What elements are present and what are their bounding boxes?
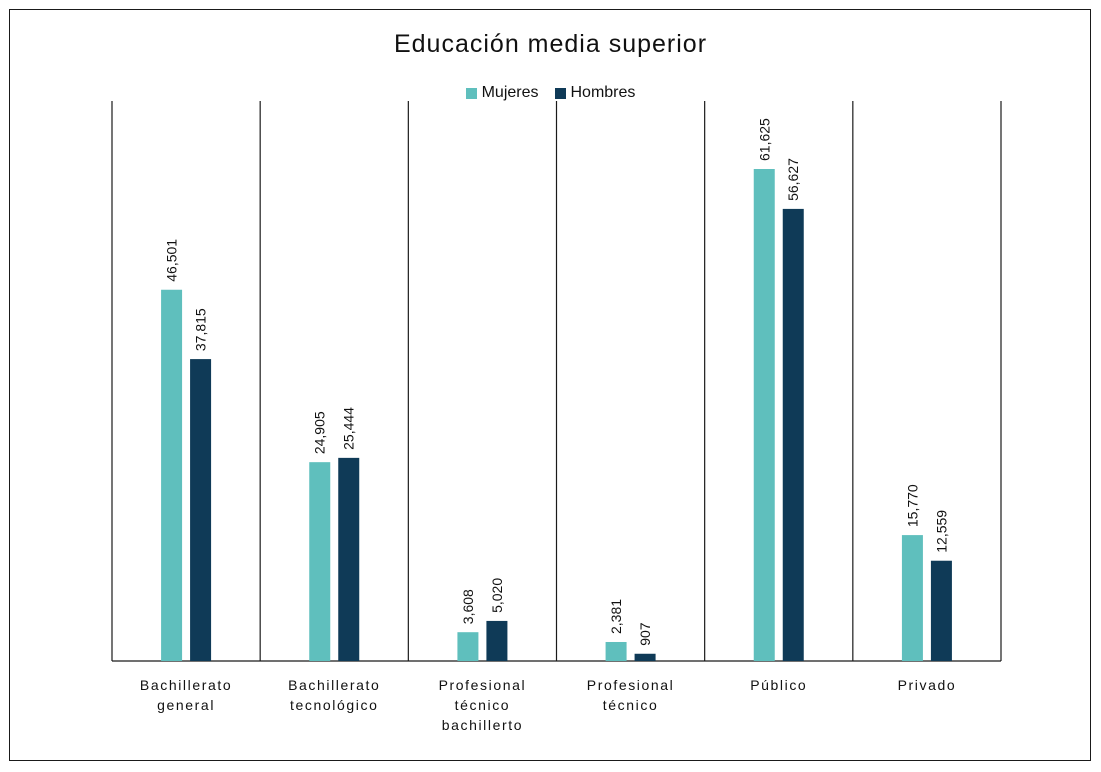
- bar-hombres-5: [930, 560, 952, 661]
- bar-hombres-0: [190, 359, 212, 661]
- legend-item-hombres: Hombres: [554, 84, 636, 102]
- data-label-hombres-3: 907: [637, 622, 653, 646]
- data-label-hombres-5: 12,559: [933, 510, 949, 553]
- legend-label-hombres: Hombres: [570, 84, 636, 101]
- bar-hombres-1: [338, 457, 360, 661]
- bar-hombres-3: [634, 653, 656, 661]
- bar-mujeres-1: [309, 462, 331, 661]
- x-tick-label-2-line-2: bachillerto: [442, 717, 523, 733]
- legend-item-mujeres: Mujeres: [465, 84, 539, 102]
- x-tick-label-5-line-0: Privado: [898, 677, 957, 693]
- data-label-hombres-1: 25,444: [341, 407, 357, 450]
- legend-swatch-mujeres: [465, 87, 477, 99]
- data-label-mujeres-2: 3,608: [460, 589, 476, 624]
- data-label-mujeres-3: 2,381: [608, 599, 624, 634]
- chart-title: Educación media superior: [393, 30, 708, 58]
- data-label-mujeres-5: 15,770: [904, 484, 920, 527]
- data-label-mujeres-4: 61,625: [756, 118, 772, 161]
- data-label-mujeres-0: 46,501: [164, 239, 180, 282]
- data-label-hombres-0: 37,815: [193, 308, 209, 351]
- data-label-hombres-4: 56,627: [785, 158, 801, 201]
- data-label-mujeres-1: 24,905: [312, 411, 328, 454]
- x-tick-label-0-line-1: general: [157, 697, 215, 713]
- x-tick-label-1-line-0: Bachillerato: [288, 677, 380, 693]
- bar-hombres-2: [486, 620, 508, 661]
- chart-legend: Mujeres Hombres: [0, 84, 1101, 102]
- x-tick-label-4-line-0: Público: [750, 677, 807, 693]
- bar-mujeres-4: [753, 169, 775, 661]
- x-tick-label-2-line-0: Profesional: [439, 677, 527, 693]
- x-tick-label-3-line-0: Profesional: [587, 677, 675, 693]
- data-label-hombres-2: 5,020: [489, 578, 505, 613]
- legend-label-mujeres: Mujeres: [481, 84, 539, 101]
- x-tick-label-0-line-0: Bachillerato: [140, 677, 232, 693]
- bar-mujeres-3: [605, 641, 627, 661]
- bar-hombres-4: [782, 208, 804, 661]
- x-tick-label-1-line-1: tecnológico: [290, 697, 378, 713]
- bar-mujeres-2: [457, 632, 479, 661]
- bar-mujeres-0: [161, 289, 183, 661]
- bar-mujeres-5: [901, 535, 923, 661]
- legend-swatch-hombres: [554, 87, 566, 99]
- x-tick-label-3-line-1: técnico: [603, 697, 659, 713]
- x-tick-label-2-line-1: técnico: [455, 697, 511, 713]
